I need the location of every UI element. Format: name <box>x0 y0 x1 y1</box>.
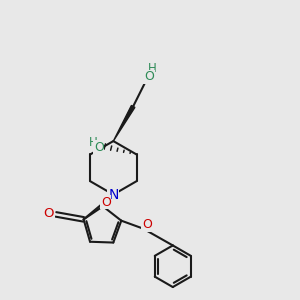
Text: O: O <box>101 196 111 209</box>
Text: O: O <box>142 218 152 231</box>
Text: N: N <box>108 188 118 202</box>
Text: O: O <box>94 141 104 154</box>
Text: O: O <box>44 207 54 220</box>
Text: H: H <box>148 62 156 75</box>
Text: H: H <box>88 136 97 149</box>
Polygon shape <box>113 105 135 141</box>
Text: O: O <box>144 70 154 83</box>
